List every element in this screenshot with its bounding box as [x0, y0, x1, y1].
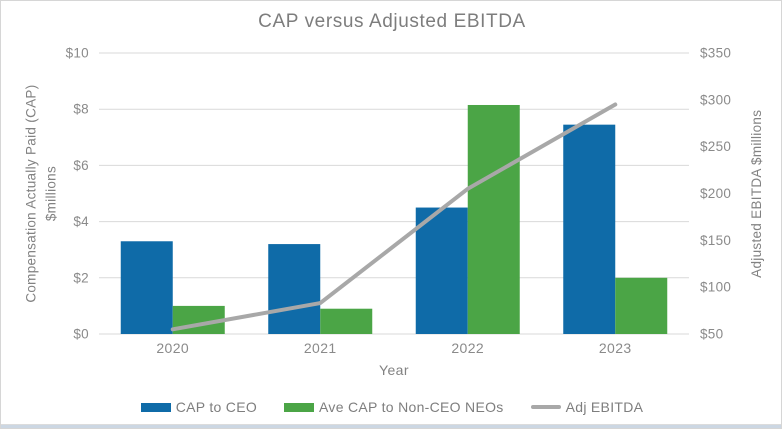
right-axis-tick-label: $150: [700, 233, 731, 248]
x-axis-category-labels: 2020 2021 2022 2023: [156, 340, 631, 356]
legend-item-cap-to-ceo: CAP to CEO: [140, 399, 258, 415]
gray-line-swatch-icon: [530, 405, 561, 409]
right-axis-tick-label: $100: [700, 280, 731, 295]
x-category-label: 2022: [451, 340, 484, 356]
legend: CAP to CEO Ave CAP to Non-CEO NEOs Adj E…: [1, 399, 781, 415]
bar-ceo-2023: [563, 124, 616, 334]
x-category-label: 2020: [156, 340, 189, 356]
bars-group: [120, 104, 668, 334]
left-axis-tick-label: $4: [73, 214, 89, 229]
right-axis-tick-labels: $50 $100 $150 $200 $250 $300 $350: [700, 46, 731, 342]
left-axis-tick-label: $2: [73, 270, 89, 285]
legend-item-adj-ebitda: Adj EBITDA: [530, 399, 644, 415]
page-edge: [1, 424, 781, 428]
x-axis-title: Year: [379, 362, 409, 378]
legend-label: Adj EBITDA: [565, 399, 644, 415]
left-axis-tick-label: $10: [66, 46, 89, 61]
bar-ceo-2020: [120, 241, 173, 334]
left-axis-tick-label: $8: [73, 102, 89, 117]
bar-ceo-2021: [268, 244, 321, 334]
legend-item-ave-cap-non-ceo: Ave CAP to Non-CEO NEOs: [284, 399, 504, 415]
bar-ceo-2022: [415, 207, 468, 334]
right-axis-tick-label: $300: [700, 92, 731, 107]
legend-label: Ave CAP to Non-CEO NEOs: [319, 399, 504, 415]
right-axis-tick-label: $250: [700, 139, 731, 154]
x-category-label: 2021: [304, 340, 337, 356]
green-bar-swatch-icon: [284, 402, 315, 412]
chart-title: CAP versus Adjusted EBITDA: [258, 11, 526, 32]
right-axis-tick-label: $50: [700, 327, 723, 342]
legend-label: CAP to CEO: [175, 399, 258, 415]
adj-ebitda-line: [170, 102, 618, 332]
x-category-label: 2023: [599, 340, 632, 356]
bar-neo-2023: [615, 277, 668, 334]
bar-neo-2022: [467, 104, 520, 334]
left-axis-tick-label: $6: [73, 158, 89, 173]
bar-neo-2021: [320, 308, 373, 334]
right-axis-tick-label: $350: [700, 46, 731, 61]
blue-bar-swatch-icon: [140, 402, 171, 412]
left-axis-tick-label: $0: [73, 327, 89, 342]
left-axis-tick-labels: $0 $2 $4 $6 $8 $10: [66, 46, 89, 342]
right-axis-tick-label: $200: [700, 186, 731, 201]
